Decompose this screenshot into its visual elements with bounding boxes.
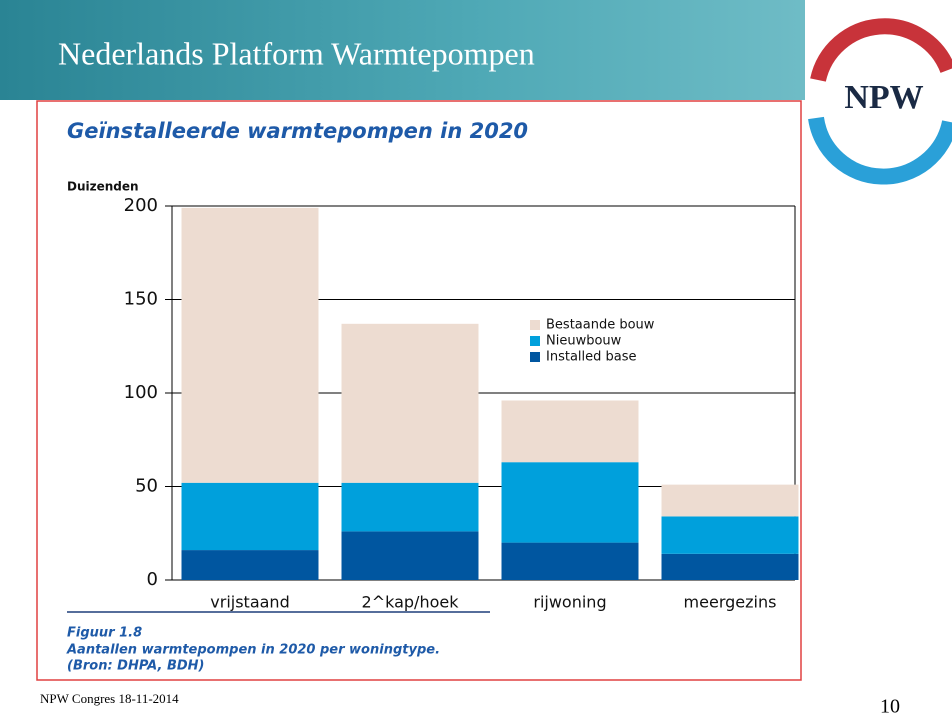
chart-title: Geïnstalleerde warmtepompen in 2020 [67,119,528,143]
bar-segment [181,207,319,483]
logo-text: NPW [844,79,923,116]
bar-segment [661,516,799,554]
legend-label: Installed base [546,350,637,365]
legend-swatch [530,320,540,330]
bar-segment [661,553,799,580]
legend-label: Bestaande bouw [546,318,655,333]
bar-segment [341,482,479,532]
bar-segment [501,462,639,543]
bar-segment [181,550,319,580]
x-tick-label: meergezins [684,593,777,612]
bar-segment [661,484,799,517]
logo: NPW [808,18,952,185]
caption-source: (Bron: DHPA, BDH) [67,659,204,674]
slide-title: Nederlands Platform Warmtepompen [58,35,535,71]
y-tick-label: 200 [124,195,158,216]
y-tick-label: 0 [147,569,158,590]
bar-segment [181,482,319,551]
caption-text: Aantallen warmtepompen in 2020 per wonin… [66,643,440,658]
y-tick-label: 100 [124,382,158,403]
bar-segment [341,323,479,483]
y-tick-label: 50 [135,476,158,497]
page-number: 10 [880,696,900,718]
header-band [0,0,805,100]
legend-swatch [530,336,540,346]
y-axis-label: Duizenden [67,180,139,194]
x-tick-label: vrijstaand [210,593,289,612]
bar-segment [501,400,639,463]
footer: NPW Congres 18-11-2014 [40,691,179,706]
caption-figure: Figuur 1.8 [67,626,142,641]
bar-segment [501,542,639,580]
bar-segment [341,531,479,580]
y-tick-label: 150 [124,289,158,310]
x-tick-label: 2^kap/hoek [362,593,460,612]
x-tick-label: rijwoning [533,593,606,612]
legend-swatch [530,352,540,362]
legend-label: Nieuwbouw [546,334,622,349]
